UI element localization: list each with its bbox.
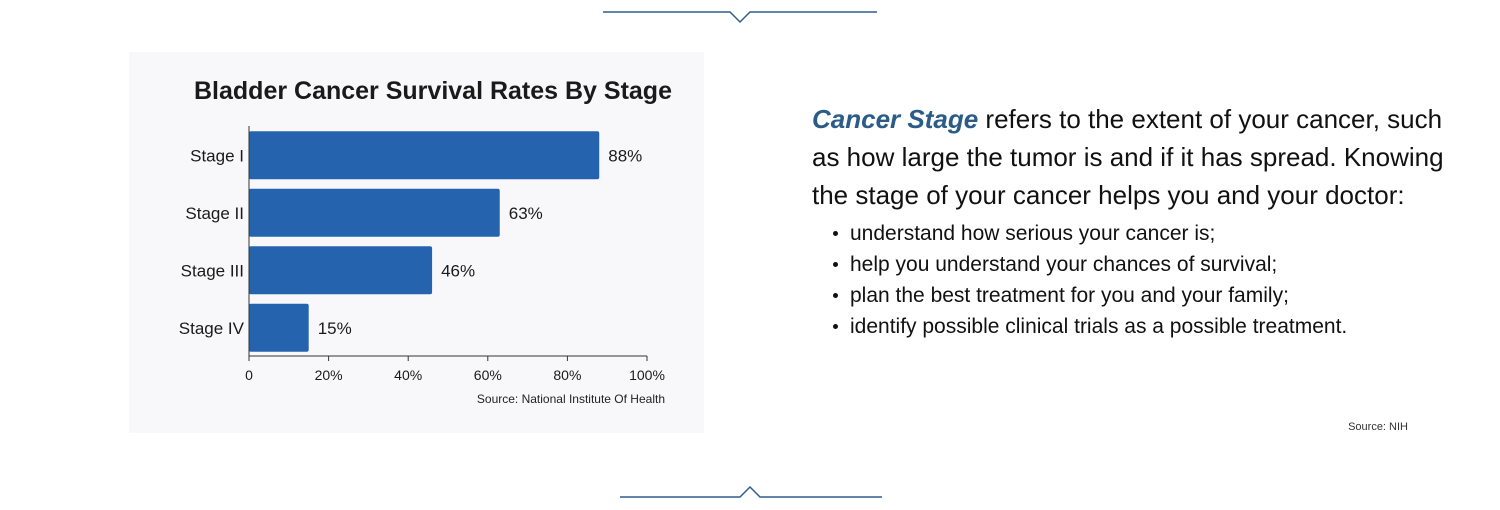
data-label: 15% <box>318 319 352 338</box>
x-tick-label: 100% <box>629 367 665 383</box>
top-divider-chevron <box>603 11 877 24</box>
benefits-list: understand how serious your cancer is; h… <box>812 218 1452 342</box>
x-tick-label: 60% <box>474 367 502 383</box>
data-label: 88% <box>608 146 642 165</box>
list-item: identify possible clinical trials as a p… <box>833 311 1452 342</box>
x-tick-label: 40% <box>394 367 422 383</box>
intro-text: refers to the extent of your cancer, suc… <box>812 104 1444 210</box>
bar <box>249 246 433 295</box>
cancer-stage-explanation: Cancer Stage refers to the extent of you… <box>812 100 1452 342</box>
bar <box>249 188 500 237</box>
survival-bar-chart: Bladder Cancer Survival Rates By Stage S… <box>179 77 672 406</box>
bullet-icon <box>833 262 838 267</box>
bottom-divider-chevron <box>620 485 882 498</box>
bullet-icon <box>833 231 838 236</box>
x-tick-label: 0 <box>245 367 253 383</box>
intro-paragraph: Cancer Stage refers to the extent of you… <box>812 100 1452 214</box>
cancer-stage-term: Cancer Stage <box>812 104 979 134</box>
bullet-icon <box>833 324 838 329</box>
category-label: Stage II <box>185 204 244 223</box>
category-label: Stage I <box>190 146 244 165</box>
data-label: 63% <box>509 204 543 223</box>
bar <box>249 303 309 352</box>
list-item: help you understand your chances of surv… <box>833 249 1452 280</box>
chart-plot-area: Stage I 88% Stage II 63% Stage III 46% Stage I… <box>179 126 665 383</box>
list-item: understand how serious your cancer is; <box>833 218 1452 249</box>
x-tick-label: 80% <box>553 367 581 383</box>
list-item: plan the best treatment for you and your… <box>833 280 1452 311</box>
chart-title: Bladder Cancer Survival Rates By Stage <box>194 77 672 105</box>
bar <box>249 131 600 180</box>
category-label: Stage IV <box>179 319 245 338</box>
text-source: Source: NIH <box>1348 421 1408 433</box>
category-label: Stage III <box>181 261 244 280</box>
data-label: 46% <box>441 261 475 280</box>
x-tick-label: 20% <box>315 367 343 383</box>
chart-source: Source: National Institute Of Health <box>477 392 665 406</box>
bullet-icon <box>833 293 838 298</box>
chart-card: Bladder Cancer Survival Rates By Stage S… <box>129 52 704 433</box>
